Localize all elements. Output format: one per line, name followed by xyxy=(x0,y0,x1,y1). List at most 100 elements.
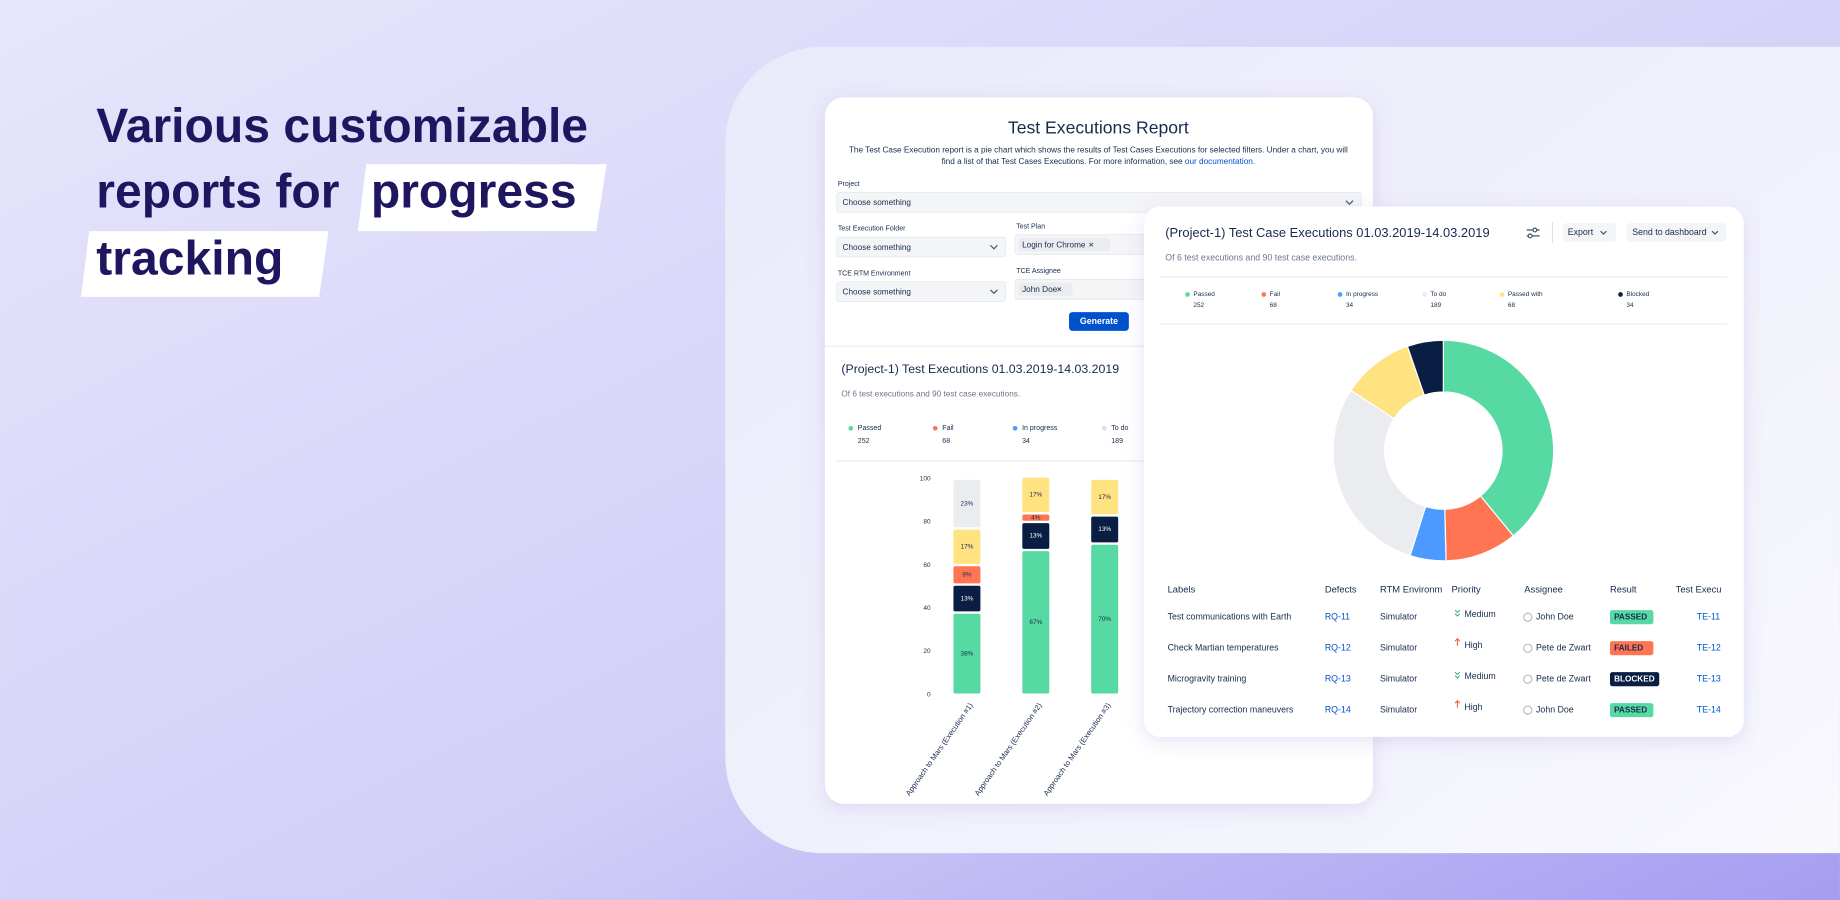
link[interactable]: RQ-11 xyxy=(1325,612,1350,622)
bar-label: 17% xyxy=(1029,492,1042,499)
settings-icon[interactable] xyxy=(1526,227,1540,239)
legend-count: 34 xyxy=(1346,302,1354,309)
link[interactable]: RQ-13 xyxy=(1325,673,1351,683)
result-badge xyxy=(1609,610,1654,625)
generate-button[interactable] xyxy=(1069,312,1129,331)
legend-name: Fail xyxy=(942,425,954,432)
cell: Simulator xyxy=(1380,643,1417,653)
y-tick-label: 40 xyxy=(923,605,931,612)
bar-segment xyxy=(1091,516,1119,543)
cell: Simulator xyxy=(1380,673,1417,683)
legend-name: In progress xyxy=(1346,291,1378,298)
legend-dot xyxy=(848,425,854,431)
headline-highlight: tracking xyxy=(96,231,283,285)
bar-label: 13% xyxy=(960,595,973,602)
y-tick-label: 80 xyxy=(923,519,931,526)
priority-icon xyxy=(1454,609,1461,617)
legend-dot xyxy=(1101,425,1107,431)
assignee: John Doe xyxy=(1536,612,1574,622)
legend-name: To do xyxy=(1430,291,1446,298)
bar-segment xyxy=(953,566,981,584)
chevron xyxy=(1600,230,1607,235)
headline: Various customizable xyxy=(96,99,588,153)
donut-slice xyxy=(1442,339,1555,537)
legend-name: Passed with xyxy=(1508,291,1543,298)
description: find a list of that Test Cases Execution… xyxy=(942,157,1183,166)
tag-text: John Doe xyxy=(1022,285,1058,294)
priority: Medium xyxy=(1464,609,1495,619)
doc-link[interactable]: our documentation. xyxy=(1185,157,1255,166)
send-button[interactable] xyxy=(1626,222,1727,242)
tag-remove[interactable] xyxy=(1089,242,1094,247)
priority: Medium xyxy=(1464,671,1495,681)
chevron xyxy=(989,289,998,295)
priority-icon xyxy=(1454,671,1461,679)
card-title: (Project-1) Test Case Executions 01.03.2… xyxy=(1165,225,1489,240)
description: The Test Case Execution report is a pie … xyxy=(849,145,1348,154)
chart-title: (Project-1) Test Executions 01.03.2019-1… xyxy=(841,362,1119,376)
result-badge xyxy=(1609,641,1654,656)
cell: Check Martian temperatures xyxy=(1168,643,1280,653)
y-tick-label: 20 xyxy=(923,648,931,655)
export-button[interactable] xyxy=(1563,222,1616,242)
legend-dot xyxy=(1618,292,1623,297)
placeholder: Choose something xyxy=(843,243,912,252)
priority-icon xyxy=(1454,638,1461,646)
avatar xyxy=(1523,705,1533,715)
column-header: RTM Environm xyxy=(1380,585,1443,595)
legend-count: 34 xyxy=(1022,438,1030,445)
column-header: Defects xyxy=(1325,585,1357,595)
bar-label: 38% xyxy=(960,650,973,657)
assignee: Pete de Zwart xyxy=(1536,643,1591,653)
chevron xyxy=(989,244,998,250)
bar-segment xyxy=(953,613,981,694)
headline: reports for xyxy=(96,164,339,218)
legend-name: Passed xyxy=(1193,291,1215,298)
bar-label: 67% xyxy=(1029,619,1042,626)
assignee: Pete de Zwart xyxy=(1536,673,1591,683)
result: PASSED xyxy=(1614,612,1647,621)
column-header: Labels xyxy=(1168,585,1196,595)
result-badge xyxy=(1609,703,1654,718)
y-tick-label: 60 xyxy=(923,562,931,569)
legend-name: Passed xyxy=(858,425,882,432)
column-header: Priority xyxy=(1452,585,1481,595)
field-input[interactable] xyxy=(836,281,1006,302)
legend-name: Blocked xyxy=(1626,291,1649,298)
link[interactable]: TE-14 xyxy=(1697,704,1721,714)
card-bg xyxy=(1144,206,1744,737)
link[interactable]: TE-11 xyxy=(1697,612,1720,622)
bar-label: 17% xyxy=(960,543,973,550)
legend-dot xyxy=(932,425,938,431)
export-label: Export xyxy=(1568,227,1594,237)
legend-count: 68 xyxy=(1508,302,1516,309)
tag-remove[interactable] xyxy=(1057,287,1062,292)
result: PASSED xyxy=(1614,705,1647,714)
result: FAILED xyxy=(1614,643,1643,652)
avatar xyxy=(1523,643,1533,653)
bar-label: 4% xyxy=(1031,514,1041,521)
report-title: Test Executions Report xyxy=(1008,118,1189,138)
field-label: TCE RTM Environment xyxy=(838,270,911,277)
bar-label: 9% xyxy=(962,572,972,579)
link[interactable]: TE-13 xyxy=(1697,673,1721,683)
link[interactable]: RQ-14 xyxy=(1325,704,1351,714)
bar-segment xyxy=(1022,551,1050,694)
legend-dot xyxy=(1185,292,1190,297)
headline-highlight: progress xyxy=(371,164,577,218)
legend-count: 34 xyxy=(1626,302,1634,309)
cell: Simulator xyxy=(1380,612,1417,622)
column-header: Result xyxy=(1610,585,1637,595)
send-label: Send to dashboard xyxy=(1632,227,1706,237)
bar-label: 13% xyxy=(1098,526,1111,533)
field-label: Project xyxy=(838,181,860,188)
field-input[interactable] xyxy=(836,236,1006,258)
legend-count: 189 xyxy=(1430,302,1441,309)
link[interactable]: TE-12 xyxy=(1697,643,1721,653)
chart-subtitle: Of 6 test executions and 90 test case ex… xyxy=(841,389,1020,398)
link[interactable]: RQ-12 xyxy=(1325,643,1351,653)
bar-segment xyxy=(953,529,981,564)
bar-segment xyxy=(953,479,981,528)
legend-name: Fail xyxy=(1270,291,1280,298)
